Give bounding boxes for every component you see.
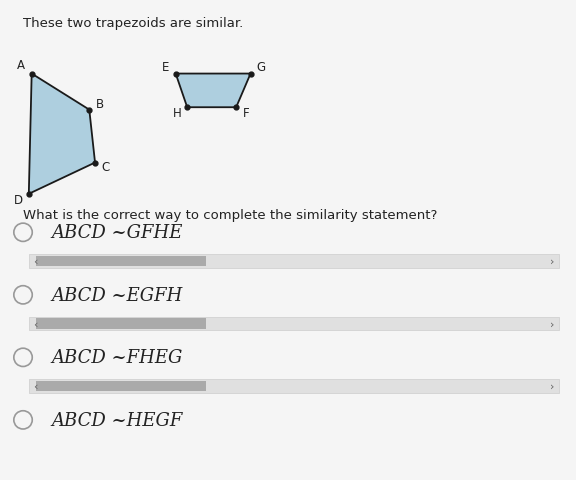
Bar xyxy=(36,256,206,267)
Text: H: H xyxy=(172,107,181,120)
Bar xyxy=(29,255,559,268)
Text: ‹: ‹ xyxy=(33,382,38,391)
Text: ‹: ‹ xyxy=(33,319,38,329)
Text: ABCD ~HEGF: ABCD ~HEGF xyxy=(52,411,183,429)
Text: ›: › xyxy=(550,319,554,329)
Text: ›: › xyxy=(550,382,554,391)
Text: ‹: ‹ xyxy=(33,257,38,266)
Text: B: B xyxy=(96,98,104,111)
Text: A: A xyxy=(17,59,25,72)
Bar xyxy=(29,380,559,393)
Text: ABCD ~GFHE: ABCD ~GFHE xyxy=(52,224,183,242)
Text: F: F xyxy=(243,107,250,120)
Polygon shape xyxy=(176,74,251,108)
Text: ABCD ~FHEG: ABCD ~FHEG xyxy=(52,348,183,367)
Text: C: C xyxy=(101,160,109,174)
Bar xyxy=(29,317,559,331)
Bar xyxy=(36,319,206,329)
Text: What is the correct way to complete the similarity statement?: What is the correct way to complete the … xyxy=(23,209,437,222)
Text: ABCD ~EGFH: ABCD ~EGFH xyxy=(52,286,183,304)
Text: These two trapezoids are similar.: These two trapezoids are similar. xyxy=(23,17,243,30)
Bar xyxy=(36,381,206,392)
Text: D: D xyxy=(14,193,23,207)
Polygon shape xyxy=(29,74,95,194)
Text: E: E xyxy=(162,60,169,74)
Text: ›: › xyxy=(550,257,554,266)
Text: G: G xyxy=(256,60,266,74)
